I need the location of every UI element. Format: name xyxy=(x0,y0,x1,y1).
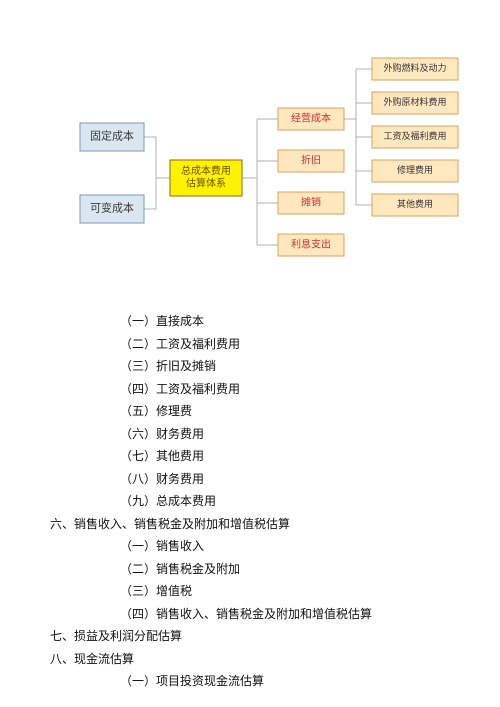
toc-item: （四）销售收入、销售税金及附加和增值税估算 xyxy=(120,603,372,626)
node-label-other: 其他费用 xyxy=(397,198,433,209)
toc-item: （三）折旧及摊销 xyxy=(120,355,372,378)
node-label-amort: 摊销 xyxy=(301,195,321,208)
toc-item: （五）修理费 xyxy=(120,400,372,423)
node-label-center: 估算体系 xyxy=(186,177,226,190)
node-label-op: 经营成本 xyxy=(291,111,331,124)
toc-item: （九）总成本费用 xyxy=(120,490,372,513)
toc-item: （一）项目投资现金流估算 xyxy=(120,670,372,693)
toc-item: （一）销售收入 xyxy=(120,535,372,558)
cost-estimation-diagram: 固定成本可变成本 总成本费用估算体系 经营成本折旧摊销利息支出 外购燃料及动力外购原材… xyxy=(0,0,500,300)
toc-item: （四）工资及福利费用 xyxy=(120,378,372,401)
toc-item: （二）销售税金及附加 xyxy=(120,558,372,581)
node-label-center: 总成本费用 xyxy=(181,164,231,177)
toc-item: （七）其他费用 xyxy=(120,445,372,468)
table-of-contents: （一）直接成本（二）工资及福利费用（三）折旧及摊销（四）工资及福利费用（五）修理… xyxy=(50,310,372,693)
node-label-interest: 利息支出 xyxy=(291,237,331,250)
toc-item: 八、现金流估算 xyxy=(50,648,372,671)
node-label-dep: 折旧 xyxy=(301,153,321,166)
node-label-wage: 工资及福利费用 xyxy=(383,130,446,141)
node-label-raw: 外购原材料费用 xyxy=(383,96,446,107)
toc-item: 七、损益及利润分配估算 xyxy=(50,625,372,648)
toc-item: （六）财务费用 xyxy=(120,423,372,446)
node-label-fuel: 外购燃料及动力 xyxy=(383,62,446,73)
toc-item: （三）增值税 xyxy=(120,580,372,603)
node-label-var: 可变成本 xyxy=(90,201,134,215)
toc-item: （二）工资及福利费用 xyxy=(120,333,372,356)
toc-item: （一）直接成本 xyxy=(120,310,372,333)
toc-item: 六、销售收入、销售税金及附加和增值税估算 xyxy=(50,513,372,536)
node-label-repair: 修理费用 xyxy=(397,164,433,175)
node-label-fixed: 固定成本 xyxy=(90,129,134,143)
toc-item: （八）财务费用 xyxy=(120,468,372,491)
